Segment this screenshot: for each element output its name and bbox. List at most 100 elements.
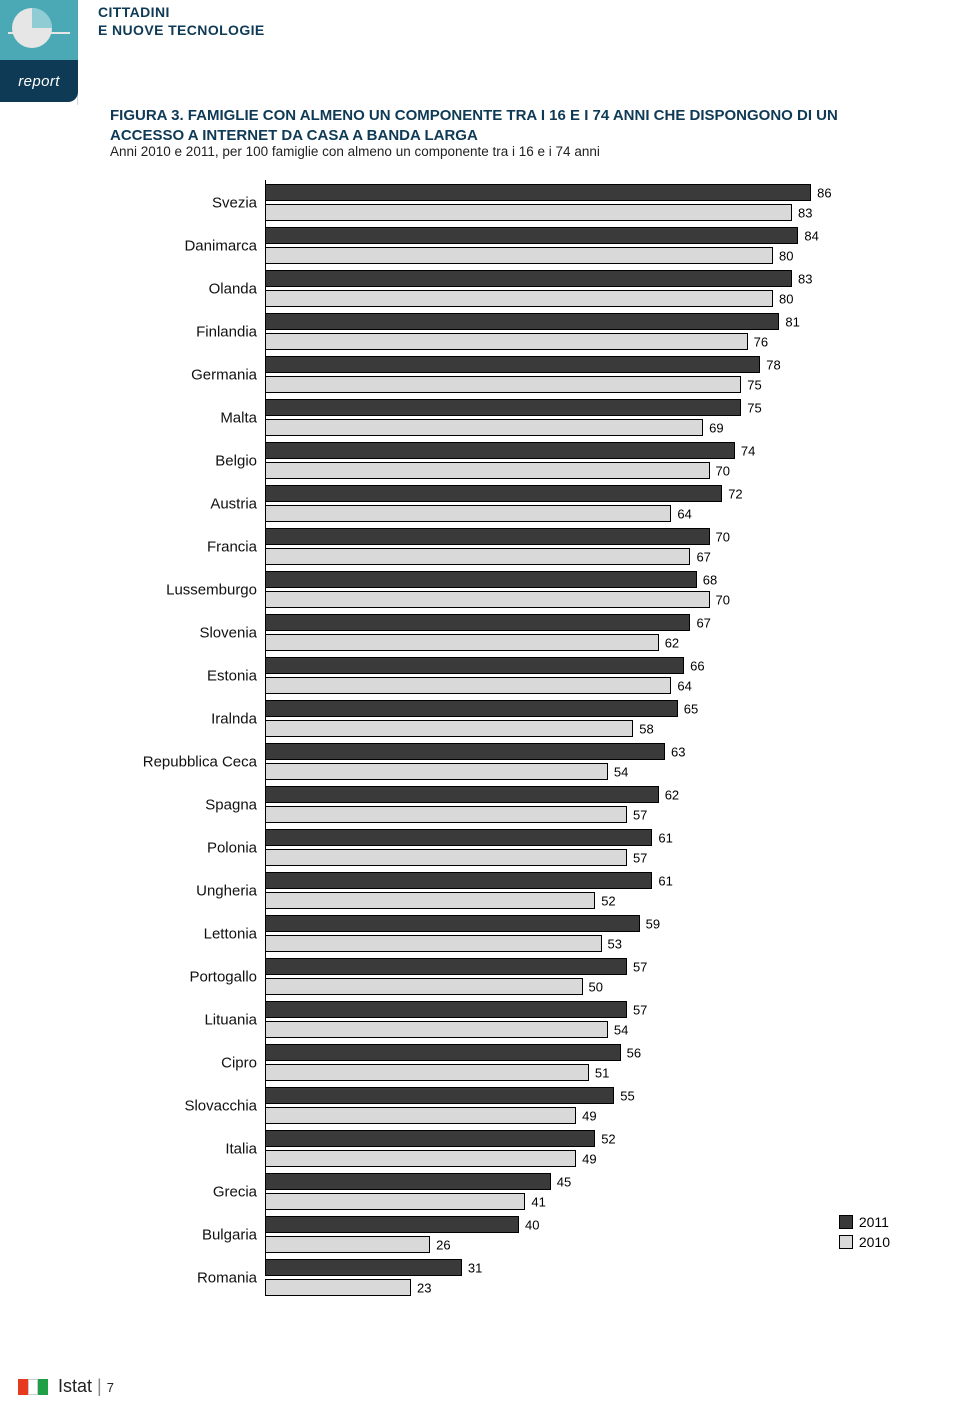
value-label: 58 [639, 721, 653, 736]
footer-sep: | [97, 1376, 102, 1396]
bar: 49 [265, 1150, 900, 1167]
bar: 70 [265, 591, 900, 608]
bar: 70 [265, 462, 900, 479]
bar: 26 [265, 1236, 900, 1253]
legend-label: 2010 [859, 1234, 890, 1250]
legend-item: 2010 [839, 1234, 890, 1250]
category-label: Malta [220, 409, 257, 426]
bar: 57 [265, 806, 900, 823]
category-label: Lussemburgo [166, 581, 257, 598]
bar: 58 [265, 720, 900, 737]
category-label: Romania [197, 1269, 257, 1286]
bar-group: Svezia8683 [265, 184, 900, 221]
value-label: 84 [804, 228, 818, 243]
bar-group: Belgio7470 [265, 442, 900, 479]
figure-title: FAMIGLIE CON ALMENO UN COMPONENTE TRA I … [110, 107, 838, 144]
bar-group: Slovenia6762 [265, 614, 900, 651]
value-label: 41 [531, 1194, 545, 1209]
value-label: 76 [754, 334, 768, 349]
category-label: Repubblica Ceca [143, 753, 257, 770]
value-label: 72 [728, 486, 742, 501]
broadband-chart: Svezia8683Danimarca8480Olanda8380Finland… [110, 180, 900, 1260]
footer: Istat | 7 [18, 1376, 114, 1397]
bar: 64 [265, 677, 900, 694]
value-label: 83 [798, 205, 812, 220]
bar: 52 [265, 892, 900, 909]
value-label: 56 [627, 1045, 641, 1060]
bar: 31 [265, 1259, 900, 1276]
bar: 84 [265, 227, 900, 244]
doc-brand: CITTADINI E NUOVE TECNOLOGIE [98, 4, 265, 39]
value-label: 86 [817, 185, 831, 200]
category-label: Ungheria [196, 882, 257, 899]
value-label: 23 [417, 1280, 431, 1295]
value-label: 61 [658, 873, 672, 888]
category-label: Cipro [221, 1054, 257, 1071]
value-label: 69 [709, 420, 723, 435]
value-label: 54 [614, 764, 628, 779]
figure-heading: FIGURA 3. FAMIGLIE CON ALMENO UN COMPONE… [110, 106, 900, 145]
value-label: 80 [779, 248, 793, 263]
value-label: 57 [633, 1002, 647, 1017]
graph-icon-bg [0, 0, 78, 60]
value-label: 57 [633, 959, 647, 974]
value-label: 51 [595, 1065, 609, 1080]
bar: 45 [265, 1173, 900, 1190]
header-logo-block: report [0, 0, 78, 105]
bar: 57 [265, 958, 900, 975]
bar: 83 [265, 270, 900, 287]
value-label: 83 [798, 271, 812, 286]
legend-swatch [839, 1215, 853, 1229]
value-label: 40 [525, 1217, 539, 1232]
bar-group: Lussemburgo6870 [265, 571, 900, 608]
value-label: 75 [747, 400, 761, 415]
bar: 69 [265, 419, 900, 436]
bar-group: Danimarca8480 [265, 227, 900, 264]
value-label: 67 [696, 549, 710, 564]
bar-group: Portogallo5750 [265, 958, 900, 995]
category-label: Germania [191, 366, 257, 383]
bar: 23 [265, 1279, 900, 1296]
bar: 86 [265, 184, 900, 201]
page: report statistiche CITTADINI E NUOVE TEC… [0, 0, 960, 1407]
value-label: 49 [582, 1151, 596, 1166]
value-label: 78 [766, 357, 780, 372]
bar-groups: Svezia8683Danimarca8480Olanda8380Finland… [265, 184, 900, 1302]
bar: 75 [265, 399, 900, 416]
value-label: 65 [684, 701, 698, 716]
category-label: Iralnda [211, 710, 257, 727]
footer-text: Istat | 7 [58, 1376, 114, 1397]
bar: 54 [265, 1021, 900, 1038]
bar-group: Spagna6257 [265, 786, 900, 823]
bar-group: Repubblica Ceca6354 [265, 743, 900, 780]
bar-group: Finlandia8176 [265, 313, 900, 350]
category-label: Grecia [213, 1183, 257, 1200]
bar: 83 [265, 204, 900, 221]
bar: 65 [265, 700, 900, 717]
bar-group: Ungheria6152 [265, 872, 900, 909]
category-label: Svezia [212, 194, 257, 211]
flag-stripe-red [18, 1379, 28, 1395]
bar: 57 [265, 1001, 900, 1018]
bar: 75 [265, 376, 900, 393]
value-label: 62 [665, 787, 679, 802]
bar: 40 [265, 1216, 900, 1233]
category-label: Spagna [205, 796, 257, 813]
figure-label: FIGURA 3. [110, 107, 184, 124]
bar-group: Italia5249 [265, 1130, 900, 1167]
value-label: 52 [601, 893, 615, 908]
bar: 50 [265, 978, 900, 995]
value-label: 31 [468, 1260, 482, 1275]
istat-flag-icon [18, 1379, 48, 1395]
category-label: Italia [225, 1140, 257, 1157]
bar: 41 [265, 1193, 900, 1210]
value-label: 62 [665, 635, 679, 650]
bar-group: Malta7569 [265, 399, 900, 436]
value-label: 70 [716, 592, 730, 607]
bar: 81 [265, 313, 900, 330]
category-label: Estonia [207, 667, 257, 684]
category-label: Bulgaria [202, 1226, 257, 1243]
bar: 63 [265, 743, 900, 760]
bar: 62 [265, 634, 900, 651]
value-label: 61 [658, 830, 672, 845]
